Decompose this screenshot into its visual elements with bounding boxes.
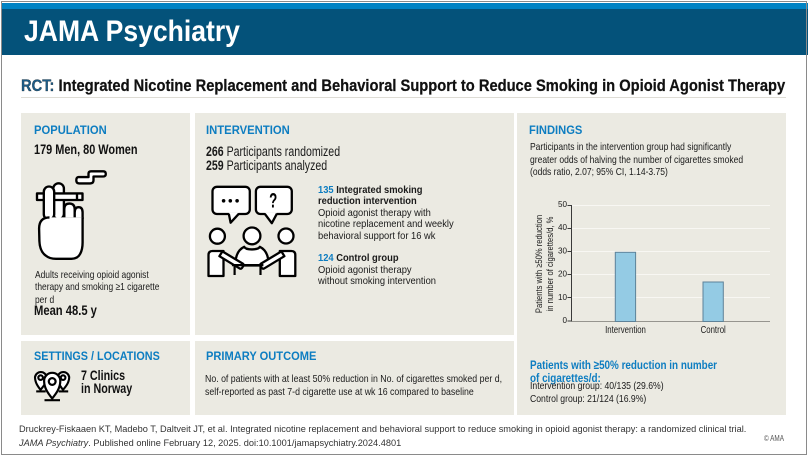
svg-text:40: 40 (558, 223, 568, 232)
svg-text:10: 10 (558, 293, 568, 302)
svg-text:Intervention: Intervention (605, 324, 646, 335)
svg-text:?: ? (269, 188, 277, 212)
svg-text:20: 20 (558, 270, 568, 279)
svg-text:Patients with ≥50% reduction: Patients with ≥50% reduction (533, 215, 544, 313)
svg-text:0: 0 (562, 316, 567, 325)
svg-text:in number of cigarettes/d, %: in number of cigarettes/d, % (544, 216, 555, 311)
svg-text:Control: Control (701, 324, 726, 335)
svg-text:50: 50 (558, 200, 568, 209)
svg-text:30: 30 (558, 246, 568, 255)
